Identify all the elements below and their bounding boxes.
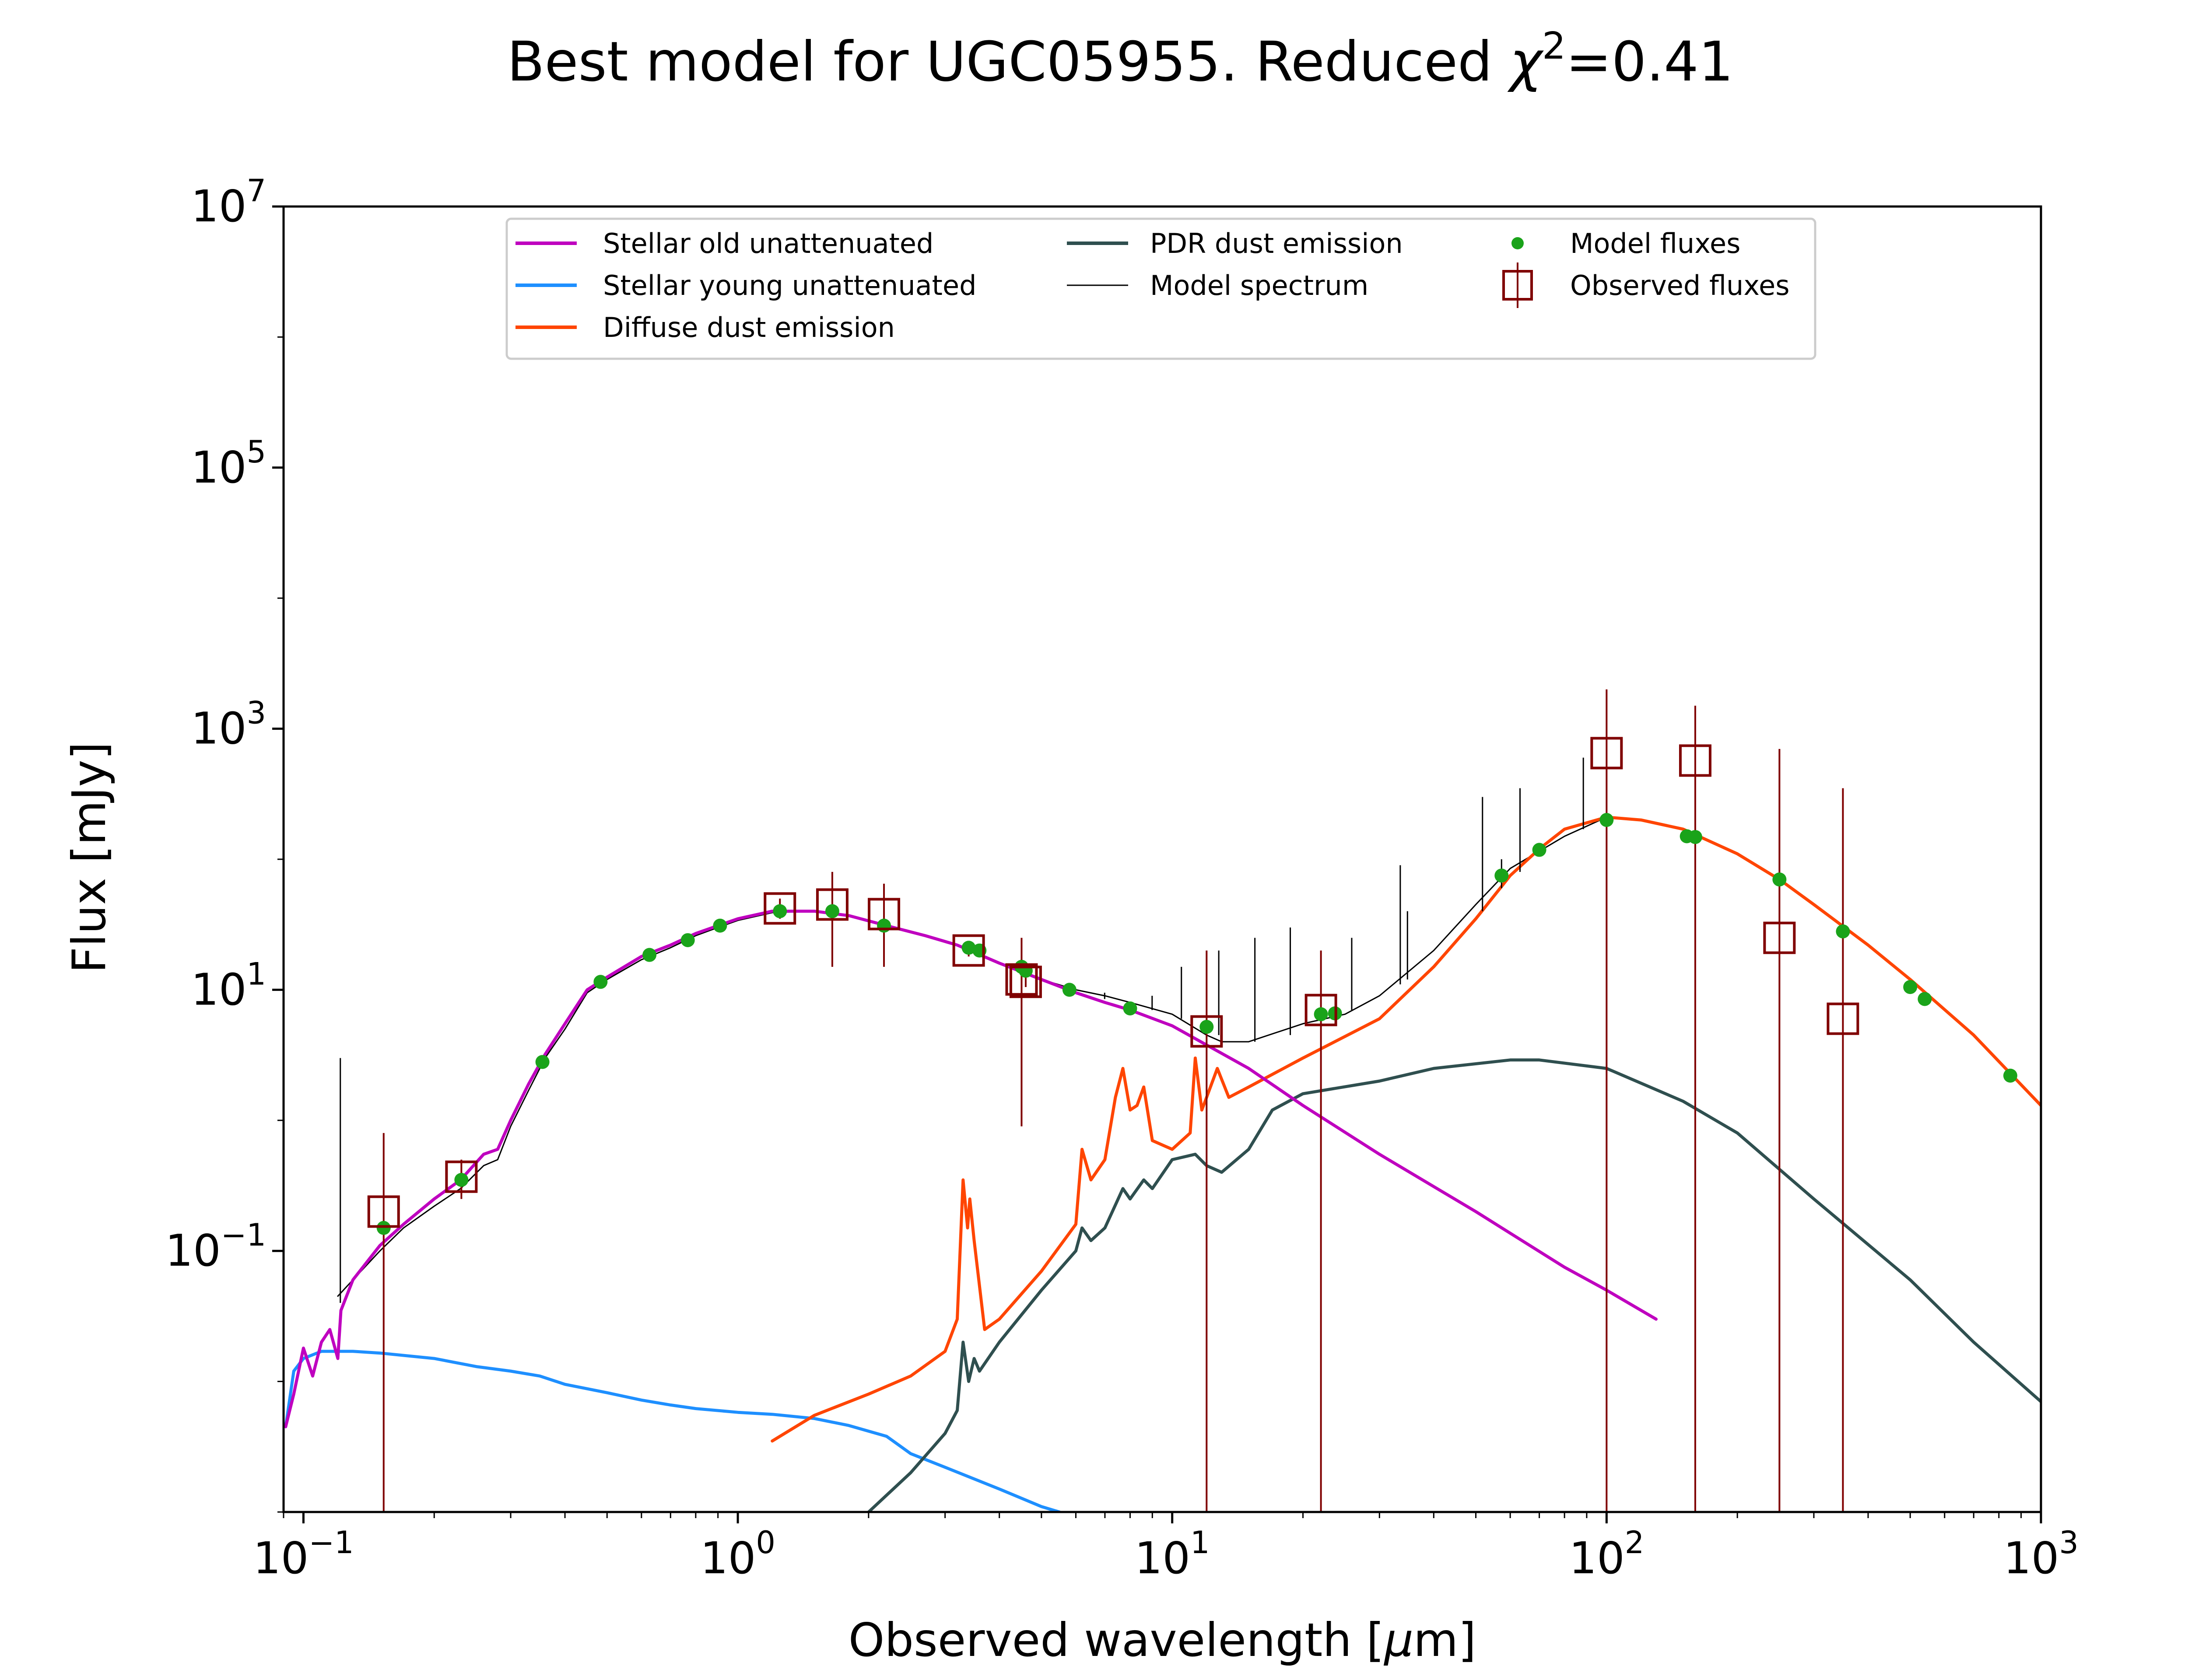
observed-flux-marker-4 <box>868 898 901 931</box>
model-flux-point-25 <box>1836 924 1850 938</box>
legend-label-diffuse-dust: Diffuse dust emission <box>603 312 895 343</box>
y-tick-label-1: 101 <box>191 956 266 1015</box>
x-tick-label-1-base: 10 <box>700 1533 756 1584</box>
observed-flux-marker-0 <box>367 1195 400 1228</box>
y-tick-label-1-base: 10 <box>191 964 246 1015</box>
model-flux-point-10 <box>961 941 976 955</box>
y-tick-label-1-exponent: 1 <box>246 956 266 992</box>
x-tick-label-2-exponent: 1 <box>1190 1525 1210 1561</box>
legend-label-observed-fluxes: Observed fluxes <box>1570 270 1790 301</box>
y-tick-label-2-exponent: 3 <box>246 695 266 731</box>
x-tick-label-0-base: 10 <box>253 1533 309 1584</box>
xlabel-main: Observed wavelength [ <box>849 1614 1385 1667</box>
y-tick-label-4-base: 10 <box>191 181 246 232</box>
model-flux-point-1 <box>454 1172 469 1187</box>
series-line-diffuse-dust <box>771 816 2041 1443</box>
observed-flux-marker-1 <box>445 1160 478 1193</box>
model-flux-point-2 <box>535 1055 550 1069</box>
model-flux-point-5 <box>680 933 695 947</box>
x-tick-label-4: 103 <box>2003 1525 2079 1584</box>
legend-label-model-fluxes: Model fluxes <box>1570 228 1740 259</box>
legend-box <box>505 217 1816 360</box>
plot-layer <box>284 757 2041 1512</box>
model-flux-point-27 <box>1918 992 1932 1006</box>
chart-title: Best model for UGC05955. Reduced χ2=0.41 <box>507 24 1733 94</box>
x-tick-label-3-base: 10 <box>1569 1533 1624 1584</box>
model-flux-point-24 <box>1772 872 1787 887</box>
title-superscript: 2 <box>1542 24 1566 68</box>
x-tick-label-0-exponent: −1 <box>309 1525 354 1561</box>
observed-flux-marker-5 <box>952 934 985 967</box>
x-axis-label: Observed wavelength [μm] <box>849 1614 1476 1667</box>
observed-flux-marker-3 <box>816 888 849 921</box>
model-flux-point-9 <box>877 918 891 933</box>
observed-flux-marker-6 <box>1005 963 1038 996</box>
x-tick-label-1: 100 <box>700 1525 775 1584</box>
xlabel-mu: μ <box>1383 1614 1413 1667</box>
model-flux-point-16 <box>1199 1020 1214 1034</box>
legend-label-stellar-old: Stellar old unattenuated <box>603 228 933 259</box>
xlabel-unit: m] <box>1413 1614 1476 1667</box>
series-line-pdr-dust <box>867 1058 2041 1512</box>
observed-flux-marker-12 <box>1763 921 1796 954</box>
y-tick-label-0: 10−1 <box>165 1217 266 1276</box>
x-tick-label-4-exponent: 3 <box>2059 1525 2079 1561</box>
series-line-stellar-old <box>284 910 1658 1428</box>
y-tick-label-0-base: 10 <box>165 1225 221 1276</box>
model-flux-point-14 <box>1062 983 1076 997</box>
x-tick-label-3-exponent: 2 <box>1625 1525 1645 1561</box>
y-tick-label-3: 105 <box>191 434 266 493</box>
model-flux-point-21 <box>1599 813 1614 827</box>
x-tick-label-4-base: 10 <box>2003 1533 2059 1584</box>
title-value: =0.41 <box>1566 30 1733 94</box>
y-tick-label-4: 107 <box>191 173 266 232</box>
model-flux-point-4 <box>642 948 657 962</box>
x-tick-label-0: 10−1 <box>253 1525 354 1584</box>
model-flux-point-3 <box>593 975 608 989</box>
x-tick-label-2: 101 <box>1135 1525 1210 1584</box>
legend: Stellar old unattenuated Stellar young u… <box>505 217 1816 360</box>
title-chi-symbol: χ <box>1507 30 1544 94</box>
x-tick-label-2-base: 10 <box>1135 1533 1190 1584</box>
model-flux-point-26 <box>1903 980 1918 994</box>
y-axis-label: Flux [mJy] <box>63 742 116 973</box>
observed-flux-marker-2 <box>764 892 796 925</box>
model-flux-point-20 <box>1532 843 1546 857</box>
legend-label-pdr-dust: PDR dust emission <box>1150 228 1403 259</box>
plot-area <box>284 206 2041 1512</box>
observed-flux-marker-9 <box>1304 994 1337 1026</box>
x-tick-label-1-exponent: 0 <box>756 1525 775 1561</box>
y-tick-label-4-exponent: 7 <box>246 173 266 209</box>
model-flux-point-28 <box>2003 1068 2017 1083</box>
legend-label-stellar-young: Stellar young unattenuated <box>603 270 976 301</box>
model-flux-point-6 <box>713 918 727 933</box>
x-tick-label-3: 102 <box>1569 1525 1644 1584</box>
model-flux-point-0 <box>376 1221 391 1235</box>
model-flux-point-8 <box>825 904 839 918</box>
model-flux-point-19 <box>1494 868 1509 883</box>
legend-marker-model-fluxes <box>1511 237 1524 249</box>
observed-flux-marker-8 <box>1190 1015 1223 1048</box>
legend-label-model-spectrum: Model spectrum <box>1150 270 1368 301</box>
y-tick-label-3-base: 10 <box>191 442 246 493</box>
observed-flux-marker-13 <box>1827 1002 1859 1035</box>
model-flux-point-17 <box>1314 1007 1328 1022</box>
series-line-stellar-young <box>284 1350 1061 1512</box>
model-flux-point-23 <box>1688 830 1702 844</box>
model-flux-point-15 <box>1123 1001 1137 1015</box>
y-tick-label-2-base: 10 <box>191 703 246 754</box>
title-main-text: Best model for UGC05955. Reduced <box>507 30 1510 94</box>
observed-flux-marker-10 <box>1590 737 1623 770</box>
observed-flux-marker-11 <box>1679 744 1711 777</box>
y-tick-label-3-exponent: 5 <box>246 434 266 470</box>
model-flux-point-7 <box>773 904 787 918</box>
y-tick-label-2: 103 <box>191 695 266 754</box>
observed-flux-marker-7 <box>1009 966 1042 998</box>
y-tick-label-0-exponent: −1 <box>221 1217 266 1253</box>
marker-layer <box>367 737 2017 1235</box>
